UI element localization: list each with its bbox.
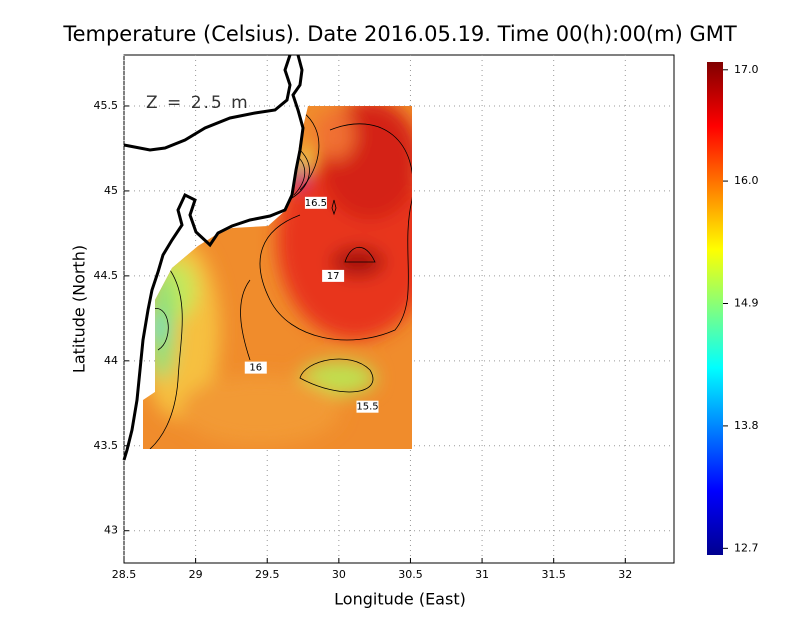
y-axis-label: Latitude (North) xyxy=(70,245,89,373)
colorbar-tick-label: 17.0 xyxy=(734,63,759,76)
colorbar-tick-label: 12.7 xyxy=(734,541,759,554)
y-tick-label: 45 xyxy=(104,184,118,197)
contour-label-box xyxy=(356,400,379,413)
colorbar xyxy=(707,62,723,555)
contour-label-text: 16.5 xyxy=(305,198,327,209)
x-tick-label: 31.5 xyxy=(541,568,566,581)
contour-label-text: 15.5 xyxy=(356,402,378,413)
contour-label-box xyxy=(322,269,345,282)
colorbar-tick-label: 16.0 xyxy=(734,174,759,187)
x-tick-label: 32 xyxy=(618,568,632,581)
x-tick-label: 31 xyxy=(475,568,489,581)
contour-label: 17 xyxy=(322,269,345,282)
chart-title: Temperature (Celsius). Date 2016.05.19. … xyxy=(62,22,737,46)
x-tick-label: 29.5 xyxy=(255,568,280,581)
contour-label-box xyxy=(244,361,267,374)
contour-label: 16.5 xyxy=(304,196,327,209)
y-tick-label: 43 xyxy=(104,524,118,537)
contour-label-text: 16 xyxy=(249,363,262,374)
contour-label: 15.5 xyxy=(356,400,379,413)
x-tick-label: 28.5 xyxy=(112,568,137,581)
y-tick-label: 44 xyxy=(104,354,118,367)
y-tick-label: 45.5 xyxy=(94,99,119,112)
depth-annotation: Z = 2.5 m xyxy=(146,93,250,113)
contour-label-box xyxy=(304,196,327,209)
x-tick-label: 30 xyxy=(332,568,346,581)
coastline xyxy=(122,54,305,461)
colorbar-tick-label: 14.9 xyxy=(734,296,759,309)
x-tick-label: 29 xyxy=(189,568,203,581)
y-tick-label: 43.5 xyxy=(94,439,119,452)
contour-label: 16 xyxy=(244,361,267,374)
contour-label-text: 17 xyxy=(327,271,340,282)
x-tick-label: 30.5 xyxy=(398,568,423,581)
colorbar-tick-label: 13.8 xyxy=(734,419,759,432)
y-tick-label: 44.5 xyxy=(94,269,119,282)
temperature-field xyxy=(143,106,412,449)
x-axis-label: Longitude (East) xyxy=(334,590,466,609)
